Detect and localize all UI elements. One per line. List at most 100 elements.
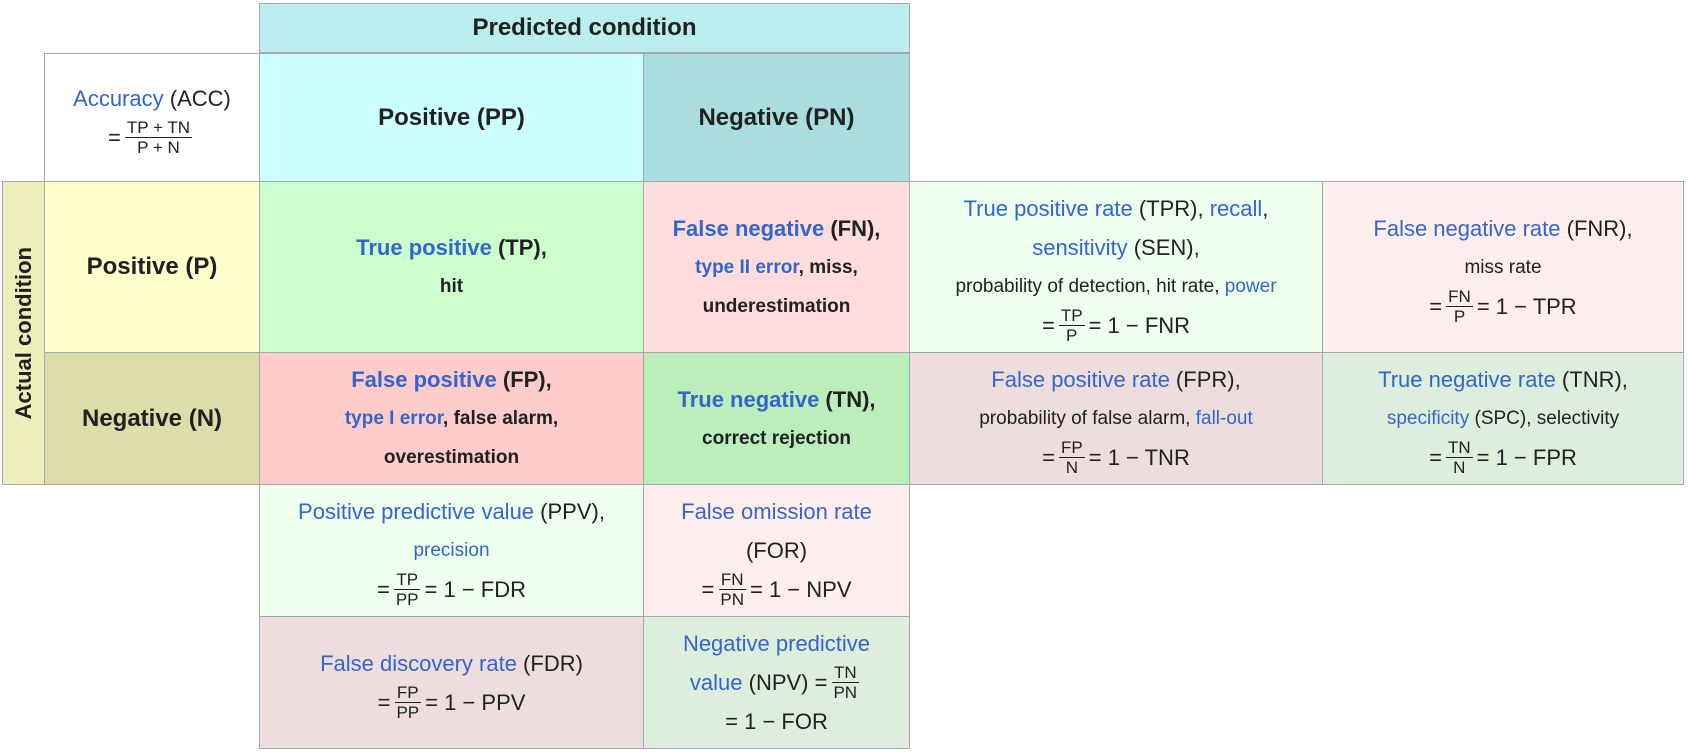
tnr-denominator: N bbox=[1453, 458, 1466, 477]
false-negative-cell: False negative (FN), type II error, miss… bbox=[643, 181, 910, 353]
accuracy-eq: = bbox=[107, 124, 121, 150]
false-positive-abbr: (FP), bbox=[496, 367, 552, 392]
for-eq: = bbox=[701, 577, 715, 602]
tpr-aliases: probability of detection, hit rate, bbox=[955, 276, 1225, 297]
tnr-eq: = bbox=[1429, 445, 1442, 470]
for-numerator: FN bbox=[718, 570, 746, 590]
tnr-abbr: (TNR), bbox=[1555, 367, 1628, 392]
true-positive-abbr: (TP), bbox=[491, 235, 547, 260]
actual-negative-header: Negative (N) bbox=[44, 352, 260, 485]
power-link[interactable]: power bbox=[1224, 276, 1277, 297]
npv-denominator: PN bbox=[833, 683, 858, 702]
fnr-complement: = 1 − TPR bbox=[1476, 293, 1577, 319]
false-negative-rate-cell: False negative rate (FNR), miss rate = F… bbox=[1322, 181, 1684, 353]
sensitivity-link[interactable]: sensitivity bbox=[1032, 235, 1128, 260]
accuracy-link[interactable]: Accuracy bbox=[73, 85, 164, 111]
for-complement: = 1 − NPV bbox=[749, 577, 852, 602]
sensitivity-abbr: (SEN), bbox=[1127, 235, 1200, 260]
fall-out-link[interactable]: fall-out bbox=[1195, 408, 1253, 429]
false-negative-underestimation: underestimation bbox=[702, 295, 851, 317]
fpr-fraction: FP N bbox=[1059, 438, 1085, 477]
false-positive-cell: False positive (FP), type I error, false… bbox=[259, 352, 644, 485]
actual-positive-label: Positive (P) bbox=[86, 253, 218, 280]
fdr-eq: = bbox=[377, 689, 391, 715]
false-negative-aliases: , miss, bbox=[798, 256, 858, 278]
actual-condition-label: Actual condition bbox=[10, 246, 36, 420]
true-negative-link[interactable]: True negative bbox=[677, 386, 820, 412]
tpr-abbr: (TPR), bbox=[1132, 196, 1210, 221]
fnr-alias: miss rate bbox=[1464, 256, 1542, 278]
false-positive-link[interactable]: False positive bbox=[351, 367, 497, 392]
true-negative-alias: correct rejection bbox=[702, 427, 851, 449]
type-i-error-link[interactable]: type I error bbox=[344, 408, 444, 429]
fpr-aliases: probability of false alarm, bbox=[979, 408, 1196, 429]
specificity-link[interactable]: specificity bbox=[1386, 408, 1470, 429]
npv-link-line2[interactable]: value bbox=[689, 670, 743, 695]
npv-link-line1[interactable]: Negative predictive bbox=[682, 631, 871, 656]
true-positive-link[interactable]: True positive bbox=[356, 235, 492, 260]
actual-negative-label: Negative (N) bbox=[81, 404, 223, 432]
false-negative-link[interactable]: False negative bbox=[672, 215, 825, 241]
predicted-positive-label: Positive (PP) bbox=[378, 103, 525, 131]
ppv-link[interactable]: Positive predictive value bbox=[298, 499, 535, 524]
actual-positive-header: Positive (P) bbox=[44, 181, 260, 353]
fpr-abbr: (FPR), bbox=[1169, 367, 1241, 392]
ppv-eq: = bbox=[376, 577, 390, 602]
predicted-condition-header: Predicted condition bbox=[259, 3, 910, 53]
accuracy-denominator: P + N bbox=[137, 137, 180, 157]
fpr-link[interactable]: False positive rate bbox=[991, 367, 1170, 392]
tpr-numerator: TP bbox=[1058, 306, 1085, 326]
false-negative-abbr: (FN), bbox=[824, 215, 881, 241]
for-abbr: (FOR) bbox=[745, 538, 808, 563]
false-positive-overestimation: overestimation bbox=[383, 447, 520, 468]
for-denominator: PN bbox=[720, 590, 744, 609]
precision-link[interactable]: precision bbox=[413, 540, 490, 561]
npv-complement: = 1 − FOR bbox=[725, 709, 828, 734]
fnr-link[interactable]: False negative rate bbox=[1373, 215, 1561, 241]
tnr-fraction: TN N bbox=[1445, 438, 1473, 477]
false-omission-rate-cell: False omission rate (FOR) = FN PN = 1 − … bbox=[643, 484, 910, 617]
tpr-fraction: TP P bbox=[1058, 306, 1085, 345]
fdr-numerator: FP bbox=[394, 682, 421, 703]
fdr-complement: = 1 − PPV bbox=[425, 689, 526, 715]
recall-link[interactable]: recall bbox=[1209, 196, 1263, 221]
true-negative-rate-cell: True negative rate (TNR), specificity (S… bbox=[1322, 352, 1684, 485]
fnr-fraction: FN P bbox=[1446, 287, 1473, 326]
fpr-numerator: FP bbox=[1059, 438, 1085, 458]
tpr-comma: , bbox=[1262, 196, 1269, 221]
false-discovery-rate-cell: False discovery rate (FDR) = FP PP = 1 −… bbox=[259, 616, 644, 749]
positive-predictive-value-cell: Positive predictive value (PPV), precisi… bbox=[259, 484, 644, 617]
fpr-denominator: N bbox=[1065, 458, 1079, 477]
negative-predictive-value-cell: Negative predictive value (NPV) = TN PN … bbox=[643, 616, 910, 749]
true-positive-cell: True positive (TP), hit bbox=[259, 181, 644, 353]
predicted-negative-header: Negative (PN) bbox=[643, 53, 910, 182]
tnr-link[interactable]: True negative rate bbox=[1378, 367, 1556, 392]
fnr-numerator: FN bbox=[1446, 286, 1473, 307]
true-positive-rate-cell: True positive rate (TPR), recall, sensit… bbox=[909, 181, 1323, 353]
tnr-complement: = 1 − FPR bbox=[1476, 445, 1577, 470]
predicted-positive-header: Positive (PP) bbox=[259, 53, 644, 182]
type-ii-error-link[interactable]: type II error bbox=[695, 256, 799, 278]
accuracy-abbr: (ACC) bbox=[163, 85, 231, 111]
true-negative-abbr: (TN), bbox=[819, 386, 876, 412]
fdr-link[interactable]: False discovery rate bbox=[320, 650, 517, 676]
fdr-denominator: PP bbox=[396, 702, 420, 722]
predicted-negative-label: Negative (PN) bbox=[698, 103, 855, 131]
tpr-denominator: P bbox=[1066, 326, 1078, 345]
fdr-abbr: (FDR) bbox=[516, 650, 583, 676]
fpr-eq: = bbox=[1042, 445, 1056, 470]
ppv-denominator: PP bbox=[395, 590, 419, 609]
tnr-aliases: (SPC), selectivity bbox=[1469, 408, 1620, 429]
tnr-numerator: TN bbox=[1445, 438, 1473, 458]
npv-fraction: TN PN bbox=[831, 663, 859, 702]
accuracy-fraction: TP + TN P + N bbox=[124, 117, 192, 157]
tpr-link[interactable]: True positive rate bbox=[963, 196, 1133, 221]
accuracy-numerator: TP + TN bbox=[124, 117, 192, 138]
npv-abbr: (NPV) = bbox=[742, 670, 828, 695]
fnr-denominator: P bbox=[1453, 306, 1466, 326]
predicted-condition-label: Predicted condition bbox=[472, 14, 697, 41]
fdr-fraction: FP PP bbox=[394, 683, 421, 722]
ppv-complement: = 1 − FDR bbox=[424, 577, 527, 602]
for-link[interactable]: False omission rate bbox=[681, 499, 872, 524]
fnr-abbr: (FNR), bbox=[1560, 215, 1633, 241]
